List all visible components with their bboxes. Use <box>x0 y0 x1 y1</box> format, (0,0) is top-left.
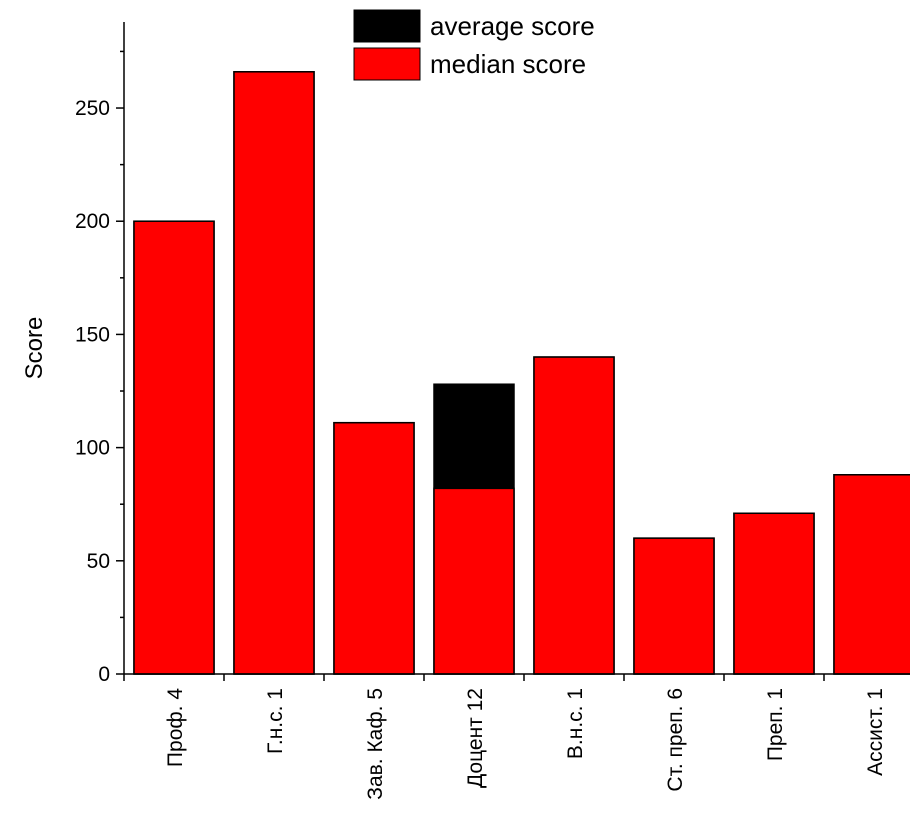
bar-median-6 <box>733 512 815 675</box>
x-tick-label-5: Ст. преп. 6 <box>664 688 687 792</box>
x-tick-label-6: Преп. 1 <box>764 688 787 761</box>
bar-median-5 <box>633 537 715 675</box>
bar-median-1 <box>233 71 315 675</box>
legend-swatch-average <box>353 9 421 43</box>
bar-median-0 <box>133 220 215 675</box>
y-tick-label-0: 0 <box>98 663 110 686</box>
bar-median-7 <box>833 474 910 675</box>
x-ticks: Проф. 4 Г.н.с. 1 Зав. Каф. 5 Доцент 12 В.н.с… <box>123 674 887 800</box>
y-tick-label-100: 100 <box>75 437 110 460</box>
y-tick-label-250: 250 <box>75 97 110 120</box>
y-tick-label-200: 200 <box>75 210 110 233</box>
bars-layer <box>133 71 910 675</box>
legend: average score median score <box>353 9 595 81</box>
x-tick-label-0: Проф. 4 <box>164 688 187 767</box>
bar-median-2 <box>333 421 415 675</box>
y-tick-label-150: 150 <box>75 323 110 346</box>
y-tick-label-50: 50 <box>87 550 110 573</box>
legend-swatch-median <box>353 47 421 81</box>
x-tick-label-4: В.н.с. 1 <box>564 688 587 759</box>
x-tick-label-7: Ассист. 1 <box>864 688 887 776</box>
x-tick-label-1: Г.н.с. 1 <box>264 688 287 754</box>
axes-layer <box>123 22 910 675</box>
x-tick-label-2: Зав. Каф. 5 <box>364 688 387 800</box>
y-axis-label: Score <box>21 317 48 380</box>
bar-median-4 <box>533 356 615 675</box>
y-ticks: 0 50 100 150 200 250 <box>75 50 124 686</box>
bar-median-3 <box>433 487 515 675</box>
x-tick-label-3: Доцент 12 <box>464 688 487 788</box>
legend-label-average: average score <box>430 11 595 41</box>
legend-label-median: median score <box>430 49 586 79</box>
